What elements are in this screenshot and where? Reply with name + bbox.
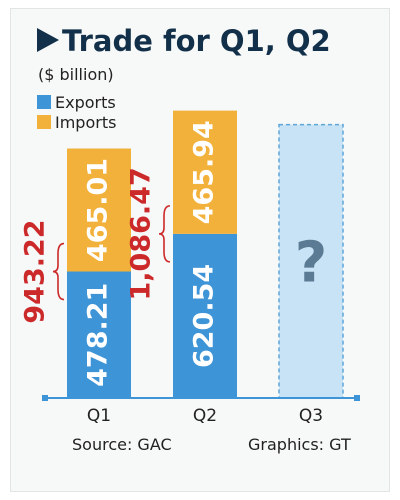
source-note: Source: GAC	[72, 435, 172, 454]
bar-imports-q2	[173, 110, 237, 234]
value-label-imports-q1: 465.01	[83, 158, 114, 262]
chart-subtitle: ($ billion)	[38, 65, 114, 84]
legend-swatch-imports	[37, 115, 51, 129]
value-label-exports-q1: 478.21	[83, 283, 114, 387]
total-label-q2: 1,086.47	[126, 167, 157, 300]
graphics-credit: Graphics: GT	[248, 435, 351, 454]
total-label-q1: 943.22	[20, 219, 51, 323]
x-axis-end-left	[42, 395, 48, 401]
legend-label-imports: Imports	[55, 113, 116, 132]
title-arrow-icon	[37, 28, 59, 52]
category-label-q1: Q1	[87, 406, 111, 426]
value-label-exports-q2: 620.54	[189, 264, 220, 368]
x-axis-end-right	[354, 395, 360, 401]
chart-title: Trade for Q1, Q2	[62, 24, 331, 58]
total-brace-q2	[158, 205, 171, 263]
category-label-q3: Q3	[299, 406, 323, 426]
legend-label-exports: Exports	[55, 93, 116, 112]
total-brace-q1	[52, 242, 65, 301]
bar-exports-q1	[67, 271, 131, 398]
bar-exports-q2	[173, 233, 237, 398]
q3-question-mark: ?	[295, 230, 327, 295]
category-label-q2: Q2	[193, 406, 217, 426]
bar-imports-q1	[67, 148, 131, 272]
value-label-imports-q2: 465.94	[189, 120, 220, 224]
bar-q3-placeholder	[278, 123, 344, 399]
legend-swatch-exports	[37, 95, 51, 109]
